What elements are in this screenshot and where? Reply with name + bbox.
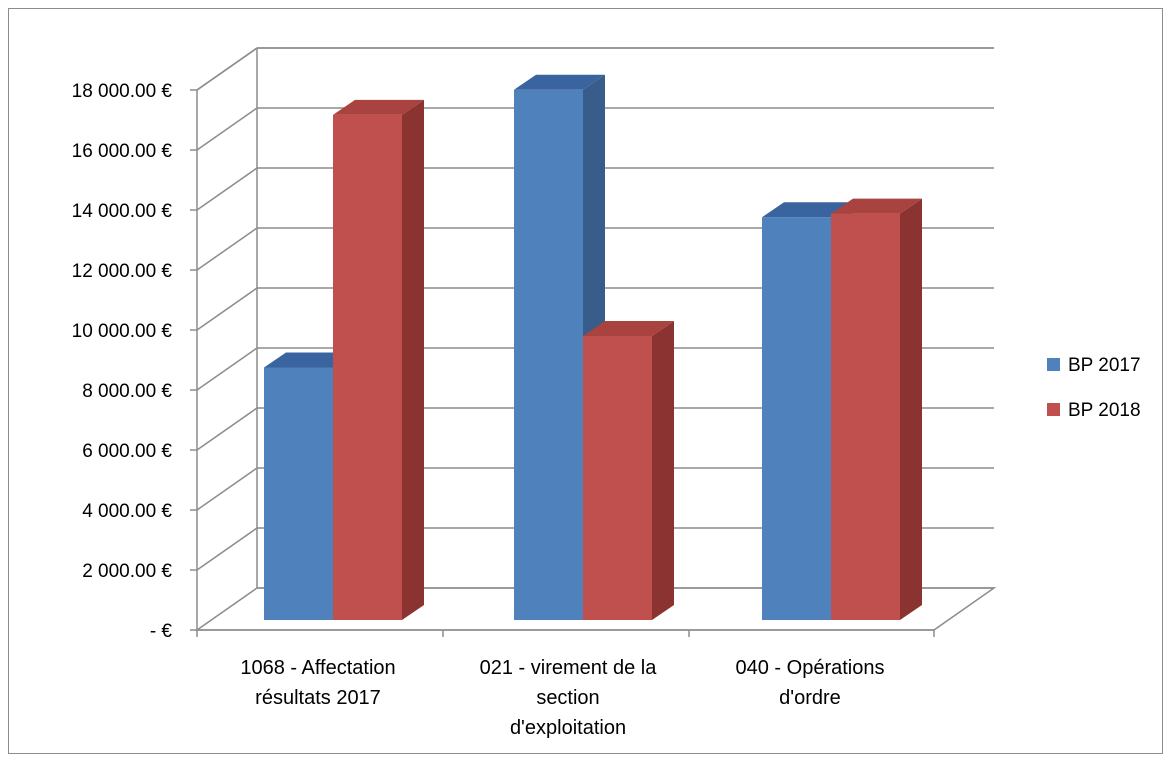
x-category-label-line: résultats 2017 [255,687,381,709]
x-category-label-line: 040 - Opérations [736,657,885,679]
bar-side-face [652,321,674,620]
bar-side-face [402,99,424,620]
y-tick-label: 18 000.00 € [72,81,173,102]
bar-front-face [333,114,402,621]
y-tick-label: 10 000.00 € [72,321,173,342]
gridline-side [196,227,258,271]
x-category-label: 021 - virement de la section d'exploitatio… [480,657,658,739]
y-axis: - € 2 000.00 € 4 000.00 € 6 000.00 € 8 000.0… [72,81,197,642]
gridline-side [196,407,258,451]
x-category-label-line: 021 - virement de la [480,657,658,679]
y-tick-label: 8 000.00 € [82,381,172,402]
legend: BP 2017 BP 2018 [1047,355,1141,421]
gridline-side [196,347,258,391]
bar-front-face [762,217,831,620]
y-tick-label: 6 000.00 € [82,441,172,462]
gridline-side [196,287,258,331]
legend-label: BP 2018 [1068,400,1141,421]
gridline-side [196,167,258,211]
y-tick-label: 16 000.00 € [72,141,173,162]
bar-top-face [583,321,674,336]
x-category-label: 040 - Opérations d'ordre [736,657,885,709]
x-category-label-line: section [536,687,599,709]
bar-top-face [333,99,424,115]
y-tick-label: 4 000.00 € [82,501,172,522]
bar-top-face [762,202,853,218]
bar-side-face [900,198,922,620]
x-category-label-line: 1068 - Affectation [240,657,395,679]
bar-bp2018-0 [333,99,424,621]
legend-label: BP 2017 [1068,355,1141,376]
bar-front-face [583,336,652,620]
x-axis: 1068 - Affectation résultats 2017 021 - vi… [196,629,935,739]
y-tick-label: 12 000.00 € [72,261,173,282]
chart-svg: - € 2 000.00 € 4 000.00 € 6 000.00 € 8 000.0… [72,47,1141,739]
gridline-side [196,107,258,151]
x-category-label: 1068 - Affectation résultats 2017 [240,657,395,709]
x-category-label-line: d'ordre [779,687,841,709]
bar-top-face [514,74,605,90]
x-category-label-line: d'exploitation [510,717,626,739]
gridline-side [196,47,258,91]
legend-swatch [1047,403,1060,416]
bar-top-face [264,352,355,368]
bar-top-face [831,198,922,214]
gridline-side [196,467,258,511]
bar-front-face [264,367,333,620]
y-tick-label: - € [150,621,173,642]
y-tick-label: 14 000.00 € [72,201,173,222]
bar-front-face [831,213,900,620]
y-tick-label: 2 000.00 € [82,561,172,582]
legend-swatch [1047,358,1060,371]
bar-bp2018-1 [583,321,674,620]
gridline-side [196,527,258,571]
chart-frame: - € 2 000.00 € 4 000.00 € 6 000.00 € 8 000.0… [8,8,1163,754]
bar-bp2018-2 [831,198,922,620]
bars [264,74,922,621]
bar-front-face [514,89,583,620]
